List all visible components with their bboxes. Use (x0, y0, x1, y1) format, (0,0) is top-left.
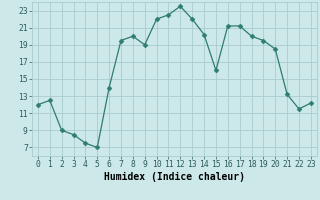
X-axis label: Humidex (Indice chaleur): Humidex (Indice chaleur) (104, 172, 245, 182)
